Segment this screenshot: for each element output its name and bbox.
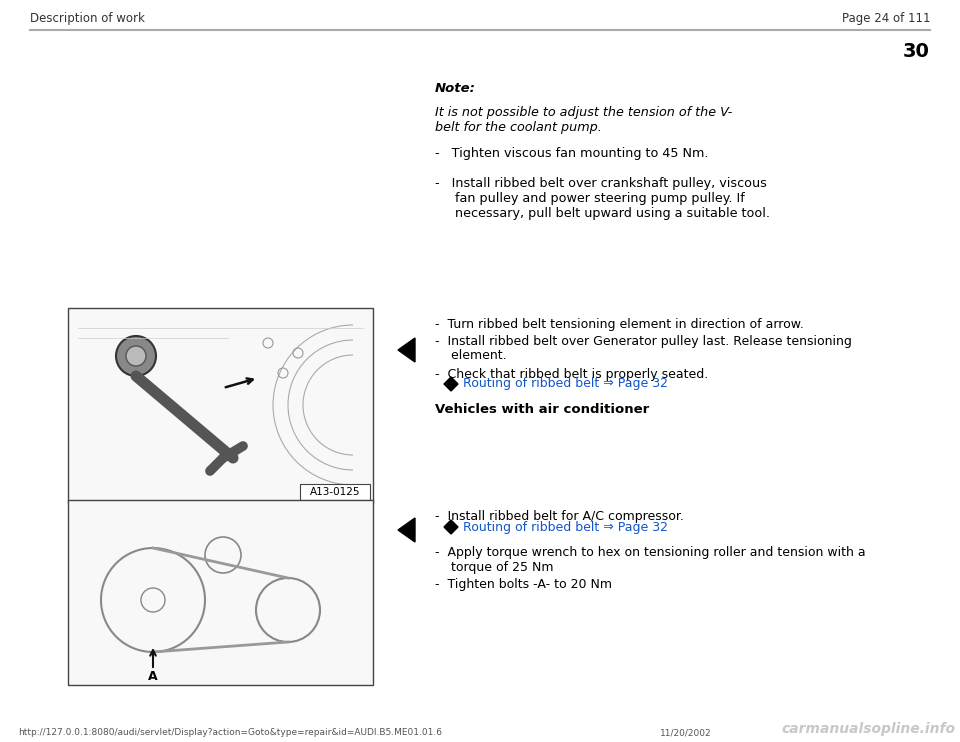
Text: A: A (148, 671, 157, 683)
Text: -   Install ribbed belt over crankshaft pulley, viscous: - Install ribbed belt over crankshaft pu… (435, 177, 767, 190)
Text: Routing of ribbed belt ⇒ Page 32: Routing of ribbed belt ⇒ Page 32 (463, 520, 668, 533)
Text: -  Install ribbed belt over Generator pulley last. Release tensioning: - Install ribbed belt over Generator pul… (435, 335, 852, 348)
Text: carmanualsopline.info: carmanualsopline.info (781, 722, 955, 736)
Text: -  Tighten bolts -A- to 20 Nm: - Tighten bolts -A- to 20 Nm (435, 578, 612, 591)
Text: -  Apply torque wrench to hex on tensioning roller and tension with a: - Apply torque wrench to hex on tensioni… (435, 546, 866, 559)
Text: 11/20/2002: 11/20/2002 (660, 728, 711, 737)
Text: Description of work: Description of work (30, 12, 145, 25)
Text: fan pulley and power steering pump pulley. If: fan pulley and power steering pump pulle… (435, 192, 745, 205)
Text: Page 24 of 111: Page 24 of 111 (842, 12, 930, 25)
Polygon shape (398, 338, 415, 362)
Circle shape (126, 346, 146, 366)
Text: necessary, pull belt upward using a suitable tool.: necessary, pull belt upward using a suit… (435, 207, 770, 220)
Bar (68, 308, 373, 503)
Bar (68, 500, 373, 685)
Text: Note:: Note: (435, 82, 476, 95)
Text: -  Install ribbed belt for A/C compressor.: - Install ribbed belt for A/C compressor… (435, 510, 684, 523)
Text: 30: 30 (903, 42, 930, 61)
Text: torque of 25 Nm: torque of 25 Nm (435, 561, 554, 574)
Circle shape (116, 336, 156, 376)
Text: -   Tighten viscous fan mounting to 45 Nm.: - Tighten viscous fan mounting to 45 Nm. (435, 147, 708, 160)
Text: belt for the coolant pump.: belt for the coolant pump. (435, 121, 602, 134)
Text: http://127.0.0.1:8080/audi/servlet/Display?action=Goto&type=repair&id=AUDI.B5.ME: http://127.0.0.1:8080/audi/servlet/Displ… (18, 728, 442, 737)
Text: element.: element. (435, 349, 507, 362)
Text: -  Check that ribbed belt is properly seated.: - Check that ribbed belt is properly sea… (435, 368, 708, 381)
Text: A13-0125: A13-0125 (310, 487, 360, 497)
Text: It is not possible to adjust the tension of the V-: It is not possible to adjust the tension… (435, 106, 732, 119)
Text: -  Turn ribbed belt tensioning element in direction of arrow.: - Turn ribbed belt tensioning element in… (435, 318, 804, 331)
Polygon shape (444, 520, 458, 534)
Text: Vehicles with air conditioner: Vehicles with air conditioner (435, 403, 649, 416)
Polygon shape (444, 377, 458, 391)
Text: Routing of ribbed belt ⇒ Page 32: Routing of ribbed belt ⇒ Page 32 (463, 378, 668, 390)
Polygon shape (398, 518, 415, 542)
FancyBboxPatch shape (300, 484, 370, 500)
